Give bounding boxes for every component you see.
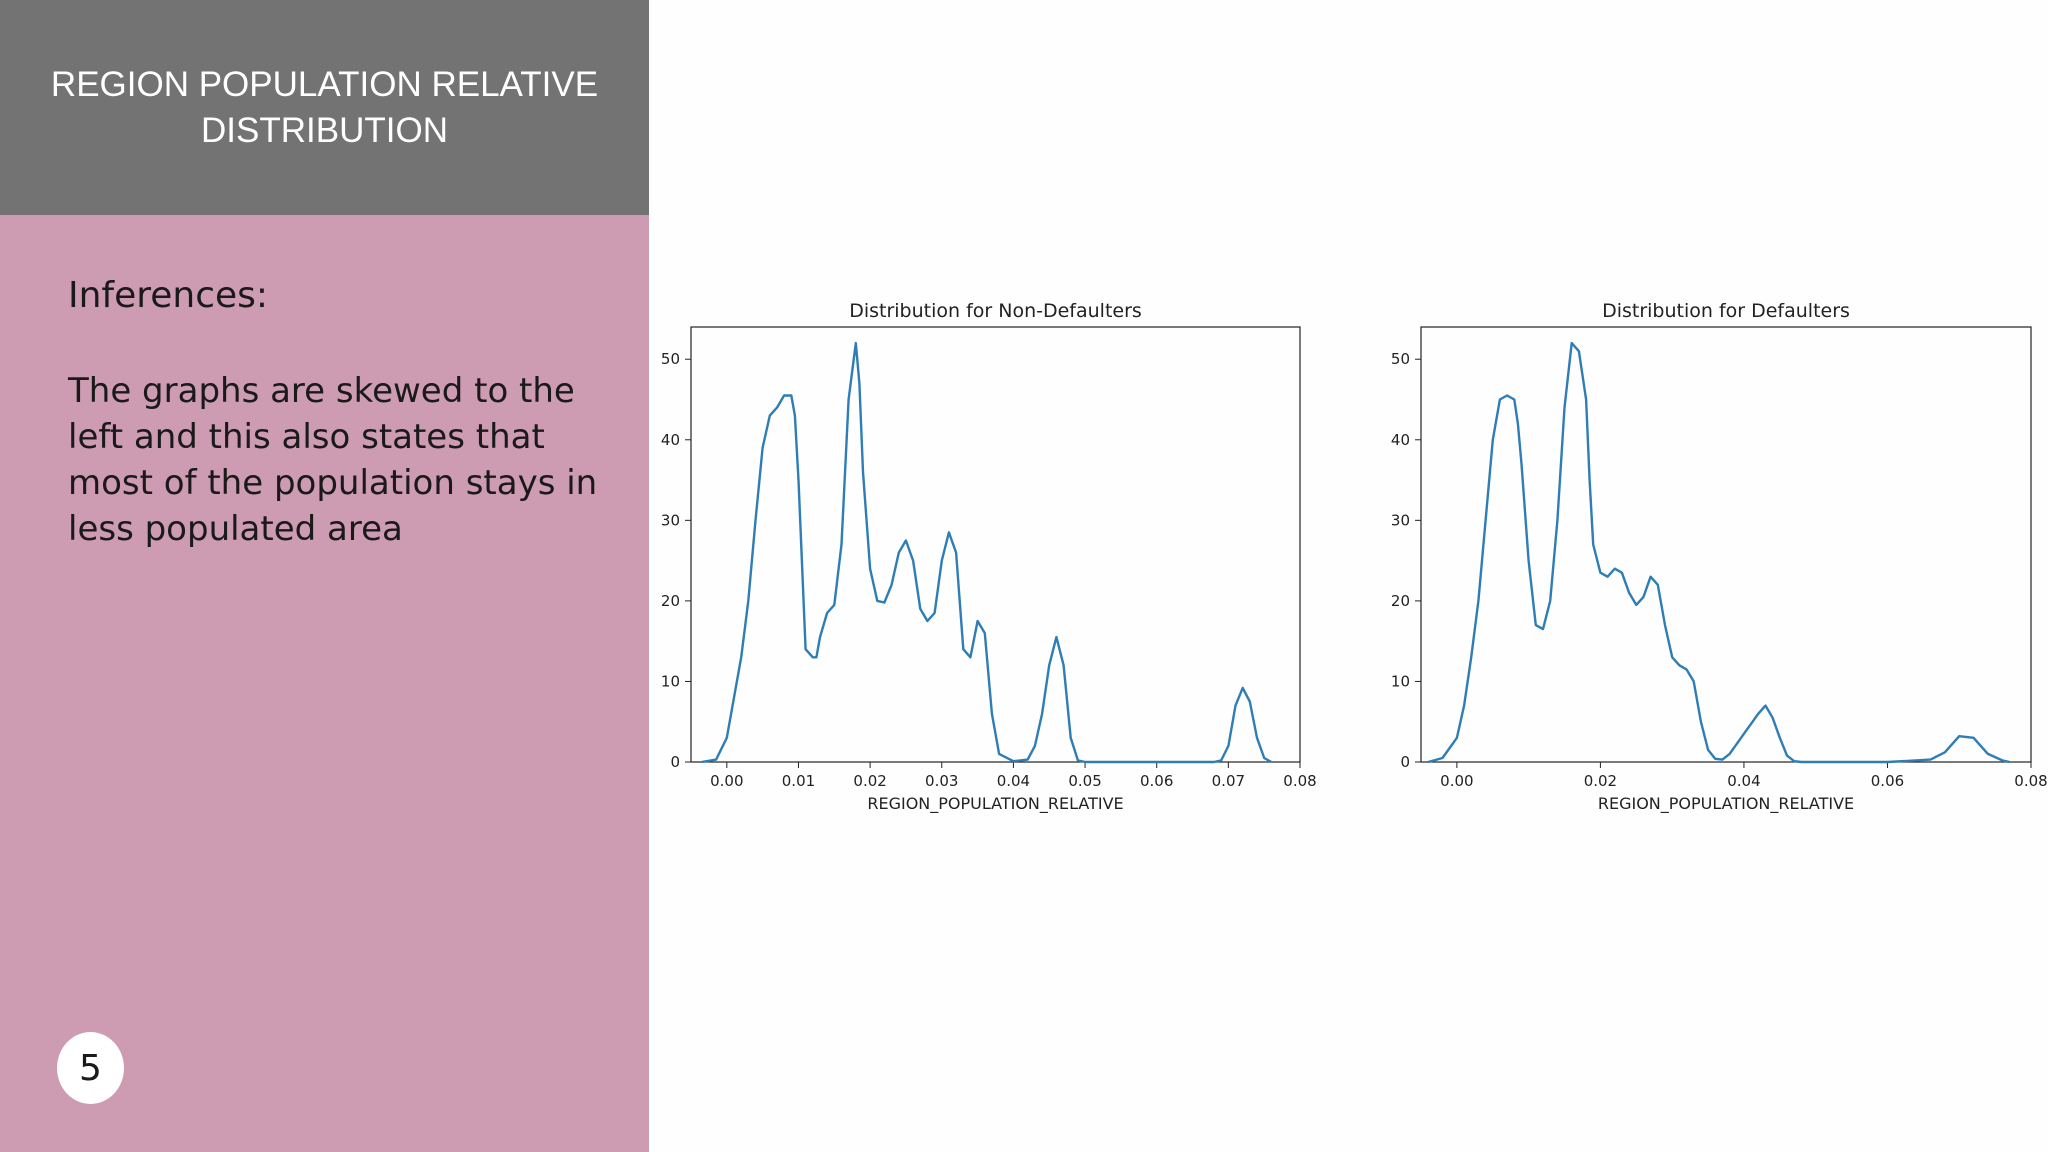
y-tick-label: 10 [661,672,680,690]
y-tick-label: 40 [661,431,680,449]
inferences-panel: Inferences: The graphs are skewed to the… [0,215,649,1152]
x-tick-label: 0.01 [782,772,815,790]
inferences-text: The graphs are skewed to the left and th… [68,371,598,549]
y-tick-label: 50 [661,350,680,368]
plot-frame [690,326,1301,763]
y-tick-label: 10 [1391,672,1410,690]
chart-title: Distribution for Non-Defaulters [849,300,1142,322]
y-tick-label: 0 [1400,753,1410,771]
plot-frame [1420,326,2032,763]
y-tick-label: 30 [1391,511,1410,529]
slide-title: REGION POPULATION RELATIVE DISTRIBUTION [50,64,599,150]
page-number-badge: 5 [57,1032,124,1104]
x-tick-label: 0.04 [997,772,1030,790]
x-tick-label: 0.05 [1068,772,1101,790]
x-tick-label: 0.06 [1140,772,1173,790]
x-axis-label: REGION_POPULATION_RELATIVE [867,794,1123,814]
x-tick-label: 0.08 [1283,772,1316,790]
x-tick-label: 0.02 [1584,772,1617,790]
x-tick-label: 0.00 [1440,772,1473,790]
x-tick-label: 0.07 [1212,772,1245,790]
y-tick-label: 40 [1391,431,1410,449]
x-tick-label: 0.08 [2014,772,2047,790]
inferences-heading: Inferences: [68,275,269,316]
x-tick-label: 0.02 [853,772,886,790]
density-line [1427,341,2010,764]
y-tick-label: 50 [1391,350,1410,368]
chart-title: Distribution for Defaulters [1602,300,1850,322]
chart-2: Distribution for Defaulters 0.00 0.02 0.04 0… [1391,300,2048,814]
chart-1: Distribution for Non-Defaulters 0.00 0.01 0… [661,300,1317,814]
x-tick-label: 0.03 [925,772,958,790]
x-tick-label: 0.04 [1727,772,1760,790]
y-tick-label: 0 [670,753,680,771]
density-line [701,341,1272,764]
y-tick-label: 30 [661,511,680,529]
y-tick-label: 20 [1391,592,1410,610]
x-tick-label: 0.00 [710,772,743,790]
charts-area: Distribution for Non-Defaulters 0.00 0.01 0… [649,0,2048,1152]
slide-header: REGION POPULATION RELATIVE DISTRIBUTION [0,0,649,215]
y-tick-label: 20 [661,592,680,610]
x-axis-label: REGION_POPULATION_RELATIVE [1598,794,1854,814]
charts-canvas: Distribution for Non-Defaulters 0.00 0.01 0… [661,300,2048,814]
x-tick-label: 0.06 [1871,772,1904,790]
